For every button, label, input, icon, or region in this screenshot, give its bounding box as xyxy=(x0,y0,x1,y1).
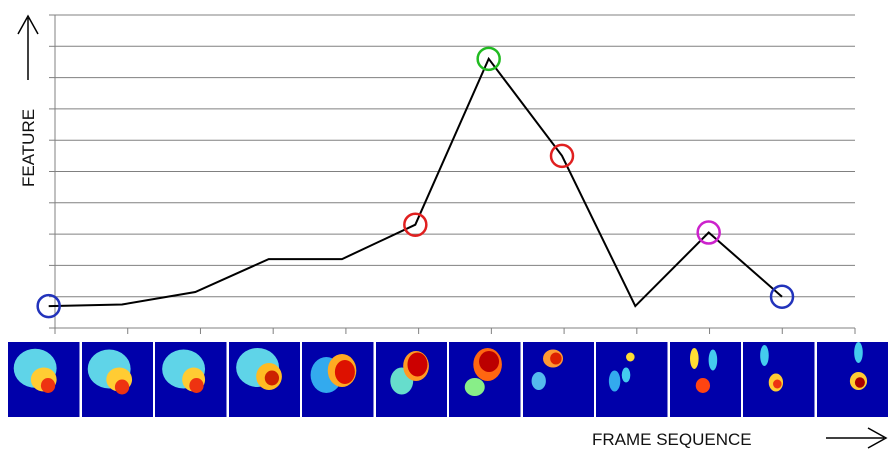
x-arrow-head xyxy=(867,427,888,449)
feature-line xyxy=(48,56,783,308)
heatmap-frame-7 xyxy=(449,342,521,417)
highlight-circle-marker xyxy=(476,46,501,72)
highlight-circle-marker xyxy=(549,143,575,169)
axes xyxy=(54,327,856,334)
heatmap-frame-9 xyxy=(596,342,668,417)
heatmap-frame-1 xyxy=(8,342,80,417)
heatmap-frame-2 xyxy=(81,342,153,417)
y-axis-label-group: FEATURE xyxy=(17,14,39,187)
x-ticks xyxy=(54,328,856,334)
heatmap-frame-11 xyxy=(743,342,815,417)
highlight-circle-marker xyxy=(403,212,428,237)
x-axis-label: FRAME SEQUENCE xyxy=(592,430,752,449)
heatmap-frame-12 xyxy=(816,342,888,417)
highlight-markers xyxy=(36,46,795,319)
highlight-circle-marker xyxy=(696,220,721,245)
heatmap-frame-6 xyxy=(375,342,447,417)
heatmap-frame-8 xyxy=(522,342,594,417)
heatmap-frame-10 xyxy=(669,342,741,417)
x-axis-label-group: FRAME SEQUENCE xyxy=(592,427,888,449)
y-arrow-head xyxy=(17,14,39,35)
highlight-circle-marker xyxy=(769,284,795,309)
frame-strip xyxy=(8,342,888,417)
heatmap-frame-4 xyxy=(228,342,300,417)
gridlines xyxy=(49,14,855,329)
y-axis-label: FEATURE xyxy=(19,109,38,187)
heatmap-frame-3 xyxy=(155,342,227,417)
heatmap-frame-5 xyxy=(302,342,374,417)
highlight-circle-marker xyxy=(36,293,61,319)
